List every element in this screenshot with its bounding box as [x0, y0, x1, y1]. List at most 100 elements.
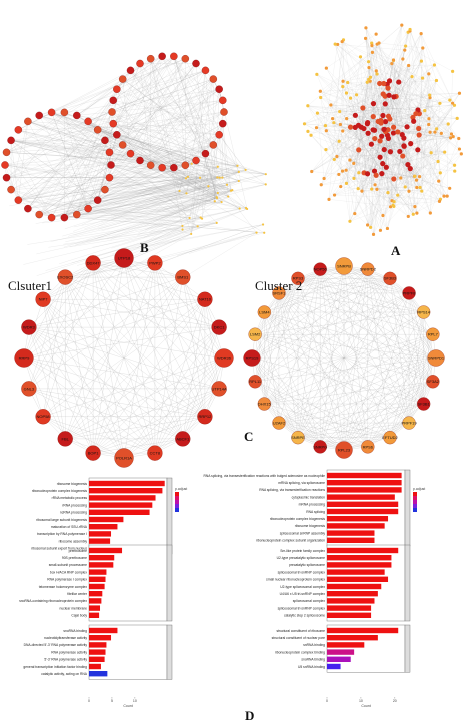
legend-swatch	[413, 500, 417, 504]
network-edge	[349, 157, 381, 161]
network-edge	[113, 123, 266, 175]
go-term-label: structural constituent of nuclear pore	[272, 636, 325, 640]
cluster-node: SNRPD2	[360, 262, 377, 276]
network-edge	[342, 86, 356, 116]
network-node	[419, 59, 424, 63]
go-bar	[89, 555, 115, 561]
network-edge	[320, 97, 420, 177]
network-edge	[371, 45, 459, 139]
cluster-node: NAT10	[197, 291, 213, 307]
cluster-edge	[123, 257, 156, 454]
go-term-label: nuclear membrane	[60, 606, 88, 610]
go-bar	[89, 538, 111, 544]
network-node	[449, 136, 453, 140]
network-edge	[349, 82, 368, 161]
network-edge	[121, 171, 239, 216]
cluster-edge	[297, 381, 433, 438]
go-bar	[89, 576, 106, 582]
cluster-edge	[42, 299, 94, 454]
network-edge	[317, 113, 374, 235]
network-edge	[27, 100, 114, 209]
network-node	[357, 171, 361, 175]
cluster-edge	[23, 357, 183, 440]
network-edge	[416, 153, 462, 214]
go-bar	[89, 598, 102, 604]
network-node	[371, 127, 378, 133]
network-edge	[116, 56, 163, 135]
network-edge	[377, 44, 432, 153]
network-edge	[346, 170, 395, 202]
network-edge	[173, 56, 220, 135]
cluster-node-label: POLR1A	[116, 455, 132, 460]
network-edge	[355, 127, 385, 150]
network-edge	[338, 134, 420, 175]
network-edge	[122, 79, 266, 185]
cluster-node-circle	[291, 271, 305, 285]
network-edge	[307, 105, 449, 125]
cluster-edge	[93, 438, 183, 454]
go-term-label: rRNA processing	[62, 503, 87, 507]
network-edge	[371, 189, 409, 217]
network-edge	[39, 164, 112, 215]
network-node	[404, 124, 410, 130]
network-node	[353, 211, 357, 216]
cluster-node: GNL3	[21, 381, 37, 397]
cluster-edge	[408, 292, 437, 359]
network-edge	[113, 123, 218, 199]
network-edge	[346, 52, 373, 184]
cluster-node: PWP2	[147, 255, 163, 271]
network-node	[24, 117, 32, 126]
network-edge	[173, 56, 206, 154]
cluster-edge	[297, 278, 433, 382]
go-bar	[89, 591, 103, 597]
network-edge	[330, 104, 425, 111]
network-edge	[350, 127, 414, 215]
go-bar	[89, 612, 100, 618]
network-node	[338, 122, 343, 127]
network-node	[192, 156, 200, 165]
cluster-edge	[367, 269, 391, 438]
network-node	[423, 108, 427, 113]
cluster-node-label: CCT8	[150, 451, 161, 456]
cluster-edge	[92, 262, 206, 417]
axis-tick-label: 5	[111, 699, 113, 703]
cluster-edge	[65, 276, 220, 328]
network-edge	[349, 145, 404, 161]
network-edge	[334, 65, 409, 160]
network-node	[209, 141, 218, 149]
network-edge	[340, 67, 370, 125]
network-node	[225, 183, 229, 186]
cluster-edge	[278, 422, 345, 451]
network-node	[407, 189, 411, 193]
network-edge	[353, 163, 382, 174]
network-node	[380, 91, 386, 97]
cluster-edge	[255, 334, 410, 424]
cluster-node: SNRPB	[335, 257, 353, 275]
cluster-edge	[343, 292, 410, 451]
cluster-node: NOP56	[313, 262, 328, 276]
cluster-edge	[343, 381, 433, 451]
network-edge	[415, 113, 454, 137]
go-bar	[89, 488, 163, 494]
network-edge	[338, 117, 413, 175]
go-barcharts: ribosome biogenesis ribonucleoprotein com…	[19, 469, 425, 708]
go-bar	[327, 494, 395, 500]
network-edge	[380, 113, 420, 231]
network-edge	[11, 100, 223, 190]
cluster-edge	[264, 269, 321, 313]
network-edge	[405, 45, 453, 72]
network-edge	[311, 130, 375, 172]
cluster-edge	[123, 357, 225, 459]
network-edge	[360, 56, 368, 225]
network-edge	[116, 58, 186, 90]
network-edge	[414, 118, 458, 177]
network-node	[411, 118, 417, 124]
network-edge	[355, 115, 398, 133]
network-edge	[375, 96, 397, 185]
network-edge	[6, 100, 223, 178]
network-edge	[335, 44, 431, 98]
network-edge	[326, 68, 372, 145]
network-edge	[388, 116, 458, 119]
network-node	[455, 116, 459, 120]
cluster-node-circle	[417, 397, 431, 411]
